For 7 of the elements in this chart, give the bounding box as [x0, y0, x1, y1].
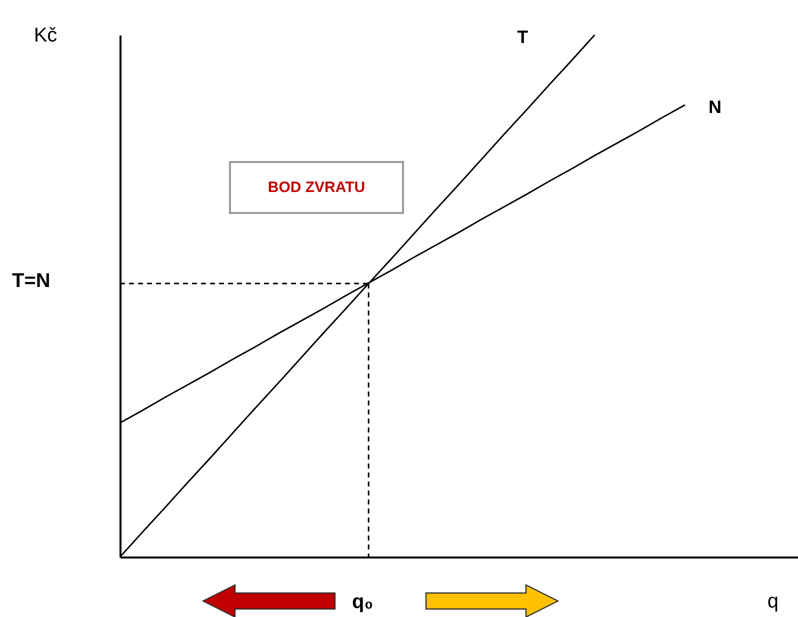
y-axis-title: Kč — [34, 24, 58, 46]
text: T=N — [12, 270, 50, 293]
text: T — [517, 27, 528, 47]
x-axis-title: q — [767, 590, 778, 612]
annotation: BOD ZVRATU — [229, 161, 404, 214]
series-label: N — [708, 96, 722, 117]
text: q₀ — [352, 591, 374, 614]
